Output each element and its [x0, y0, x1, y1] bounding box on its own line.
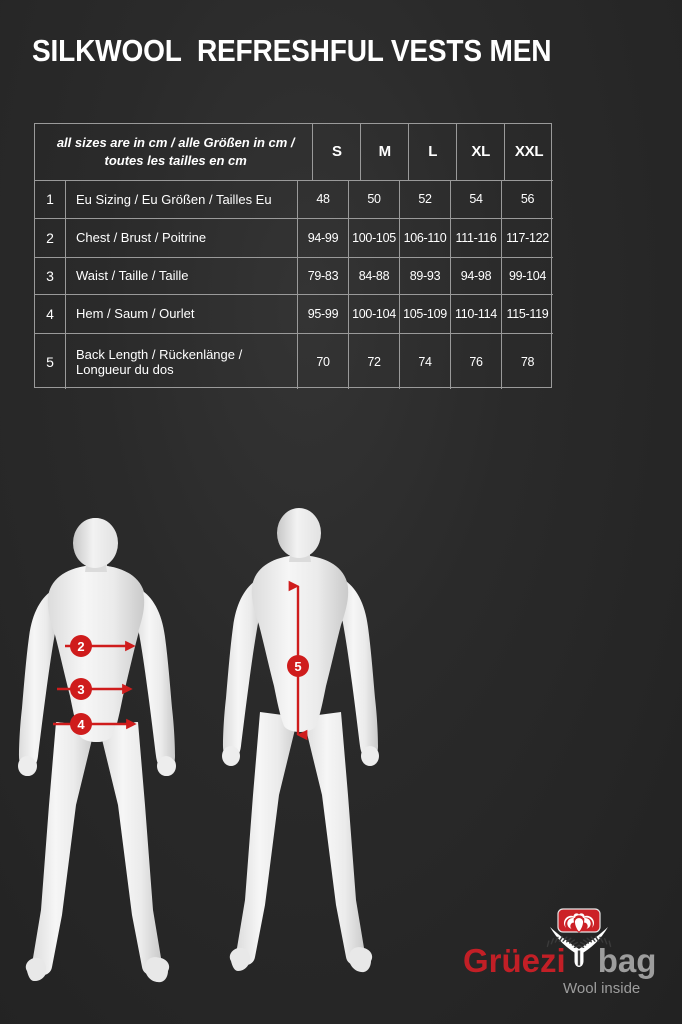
svg-text:4: 4 [77, 717, 85, 732]
svg-text:5: 5 [294, 659, 301, 674]
svg-text:3: 3 [77, 682, 84, 697]
svg-text:2: 2 [77, 639, 84, 654]
